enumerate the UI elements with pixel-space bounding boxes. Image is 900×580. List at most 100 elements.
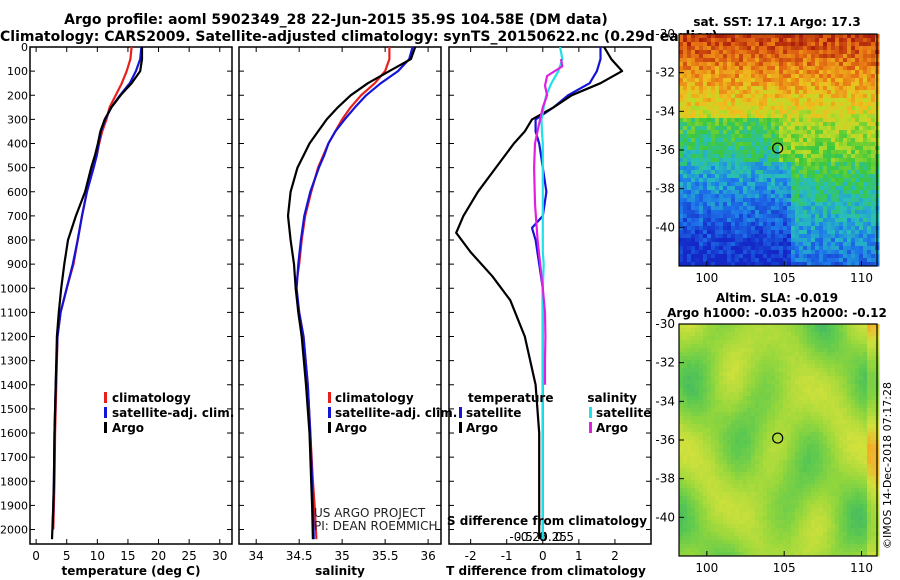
sst-cell xyxy=(759,258,764,263)
sst-cell xyxy=(711,206,716,211)
sla-cell xyxy=(831,356,836,361)
sst-cell xyxy=(779,218,784,223)
sst-cell xyxy=(851,230,856,235)
sla-cell xyxy=(751,340,756,345)
sla-cell xyxy=(823,348,828,353)
sst-cell xyxy=(723,130,728,135)
sst-cell xyxy=(767,238,772,243)
sst-cell xyxy=(867,158,872,163)
sst-cell xyxy=(831,46,836,51)
sla-cell xyxy=(691,376,696,381)
sst-cell xyxy=(703,170,708,175)
sst-cell xyxy=(819,122,824,127)
sla-cell xyxy=(763,388,768,393)
sst-cell xyxy=(679,42,684,47)
sst-cell xyxy=(803,122,808,127)
sla-cell xyxy=(743,468,748,473)
sst-cell xyxy=(751,78,756,83)
sst-cell xyxy=(719,82,724,87)
sst-cell xyxy=(779,230,784,235)
sst-cell xyxy=(823,254,828,259)
sla-cell xyxy=(779,376,784,381)
sst-cell xyxy=(863,182,868,187)
sst-cell xyxy=(787,126,792,131)
sst-cell xyxy=(803,46,808,51)
sla-cell xyxy=(763,352,768,357)
sst-cell xyxy=(695,46,700,51)
sla-cell xyxy=(679,384,684,389)
sla-cell xyxy=(759,424,764,429)
sst-cell xyxy=(767,166,772,171)
sla-cell xyxy=(719,348,724,353)
sla-cell xyxy=(723,412,728,417)
sst-cell xyxy=(707,158,712,163)
sst-cell xyxy=(835,178,840,183)
sst-cell xyxy=(747,162,752,167)
sst-cell xyxy=(747,86,752,91)
sst-cell xyxy=(787,66,792,71)
sla-cell xyxy=(723,452,728,457)
sst-cell xyxy=(683,90,688,95)
depth-tick-label: 1500 xyxy=(0,403,28,416)
sst-cell xyxy=(863,78,868,83)
sst-cell xyxy=(831,198,836,203)
sst-cell xyxy=(791,150,796,155)
sst-cell xyxy=(855,250,860,255)
sla-cell xyxy=(747,404,752,409)
sst-cell xyxy=(867,130,872,135)
sla-cell xyxy=(795,452,800,457)
sst-cell xyxy=(703,118,708,123)
sla-cell xyxy=(747,428,752,433)
sst-cell xyxy=(839,94,844,99)
sst-cell xyxy=(847,62,852,67)
sla-cell xyxy=(731,424,736,429)
sst-cell xyxy=(715,170,720,175)
sst-cell xyxy=(867,250,872,255)
sst-cell xyxy=(695,166,700,171)
sst-cell xyxy=(811,74,816,79)
sst-cell xyxy=(735,94,740,99)
sla-cell xyxy=(747,328,752,333)
sst-cell xyxy=(707,46,712,51)
sst-cell xyxy=(715,122,720,127)
sla-cell xyxy=(731,452,736,457)
sst-cell xyxy=(755,214,760,219)
sla-cell xyxy=(711,436,716,441)
sst-cell xyxy=(871,46,876,51)
sst-cell xyxy=(843,202,848,207)
sst-cell xyxy=(683,262,688,267)
sst-cell xyxy=(755,114,760,119)
sst-cell xyxy=(787,230,792,235)
sla-cell xyxy=(699,364,704,369)
sla-cell xyxy=(839,392,844,397)
sst-cell xyxy=(731,62,736,67)
sst-cell xyxy=(715,138,720,143)
temperature-xtick-label: 0 xyxy=(32,549,40,563)
sla-cell xyxy=(683,440,688,445)
sst-cell xyxy=(819,42,824,47)
sst-cell xyxy=(767,246,772,251)
sst-cell xyxy=(751,178,756,183)
sst-cell xyxy=(695,198,700,203)
sst-cell xyxy=(823,78,828,83)
sla-cell xyxy=(831,452,836,457)
sst-cell xyxy=(731,58,736,63)
sst-cell xyxy=(787,222,792,227)
sst-cell xyxy=(859,66,864,71)
sst-cell xyxy=(835,182,840,187)
sla-cell xyxy=(847,456,852,461)
sla-cell xyxy=(803,428,808,433)
sst-cell xyxy=(783,86,788,91)
sla-cell xyxy=(767,388,772,393)
sla-cell xyxy=(751,356,756,361)
sst-cell xyxy=(715,178,720,183)
sst-cell xyxy=(679,254,684,259)
sla-cell xyxy=(791,408,796,413)
sst-cell xyxy=(699,202,704,207)
sst-cell xyxy=(783,54,788,59)
sst-cell xyxy=(743,86,748,91)
sst-cell xyxy=(735,258,740,263)
sst-cell xyxy=(759,178,764,183)
sla-cell xyxy=(735,452,740,457)
sla-cell xyxy=(731,328,736,333)
